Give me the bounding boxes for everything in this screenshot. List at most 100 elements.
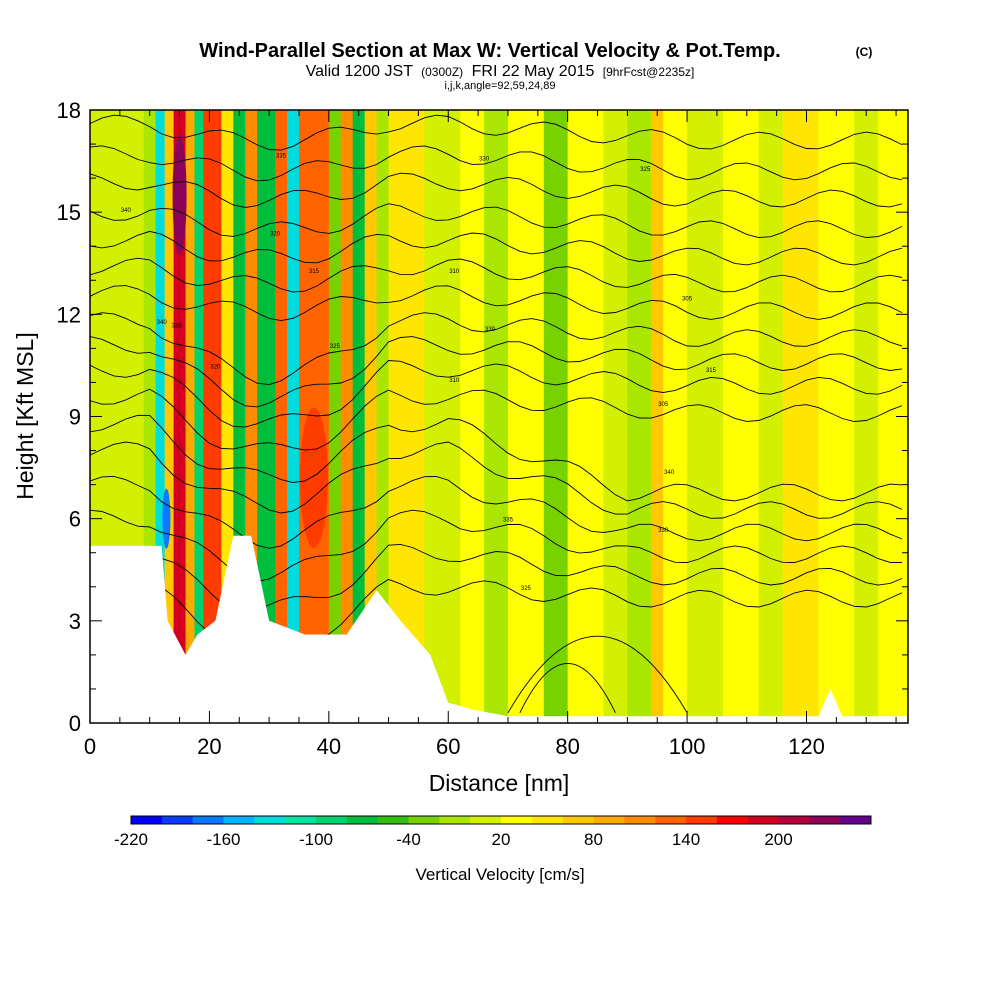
colorbar-swatch xyxy=(840,816,872,824)
velocity-band xyxy=(687,110,724,723)
velocity-band xyxy=(627,110,652,723)
y-tick-label: 6 xyxy=(69,507,81,532)
updraft-core xyxy=(299,407,328,548)
chart-title: Wind-Parallel Section at Max W: Vertical… xyxy=(199,40,780,62)
theta-contour xyxy=(90,441,903,519)
colorbar-tick-label: 80 xyxy=(584,830,603,849)
contour-label: 325 xyxy=(521,586,532,592)
x-tick-label: 0 xyxy=(84,734,96,759)
plot-area: 340 335 330 325 320 315 310 305 340 335 330 325 320 3… xyxy=(90,110,908,723)
velocity-band xyxy=(758,110,784,723)
y-tick-label: 0 xyxy=(69,711,81,736)
colorbar-swatch xyxy=(501,816,533,824)
colorbar-tick-label: -100 xyxy=(299,830,333,849)
contour-label: 325 xyxy=(330,344,341,350)
colorbar-swatch xyxy=(531,816,563,824)
velocity-band xyxy=(194,110,204,723)
velocity-band xyxy=(543,110,569,723)
colorbar-tick-label: 20 xyxy=(492,830,511,849)
velocity-band xyxy=(818,110,855,723)
colorbar-swatch xyxy=(778,816,810,824)
y-tick-label: 3 xyxy=(69,609,81,634)
theta-contour xyxy=(90,336,903,408)
contour-label: 325 xyxy=(640,167,651,173)
contour-label: 320 xyxy=(270,232,281,238)
colorbar-swatch xyxy=(593,816,625,824)
y-tick-label: 15 xyxy=(57,200,81,225)
contour-label: 330 xyxy=(479,157,490,163)
contour-label: 330 xyxy=(658,528,669,534)
colorbar-swatch xyxy=(408,816,440,824)
velocity-band xyxy=(340,110,354,723)
velocity-band xyxy=(155,110,166,723)
velocity-band xyxy=(376,110,390,723)
x-tick-label: 40 xyxy=(317,734,341,759)
y-axis: 0 3 6 9 12 15 18 xyxy=(57,98,908,736)
contour-label: 315 xyxy=(706,368,717,374)
grid-info: i,j,k,angle=92,59,24,89 xyxy=(444,80,555,92)
contour-label: 310 xyxy=(449,378,460,384)
chart-subtitle: Valid 1200 JST (0300Z) FRI 22 May 2015 [… xyxy=(306,63,695,80)
theta-contour xyxy=(90,285,903,322)
theta-contour xyxy=(90,145,903,182)
contour-label: 315 xyxy=(309,269,320,275)
colorbar-tick-label: 200 xyxy=(764,830,792,849)
colorbar xyxy=(130,815,872,825)
velocity-field xyxy=(90,110,908,723)
contour-label: 330 xyxy=(485,327,496,333)
contour-label: 340 xyxy=(121,208,132,214)
colorbar-swatch xyxy=(562,816,594,824)
colorbar-swatch xyxy=(809,816,841,824)
colorbar-frame xyxy=(130,815,872,825)
colorbar-swatch xyxy=(655,816,687,824)
colorbar-swatch xyxy=(377,816,409,824)
contour-label: 305 xyxy=(658,402,669,408)
colorbar-tick-label: -220 xyxy=(114,830,148,849)
y-tick-label: 9 xyxy=(69,405,81,430)
contour-label: 320 xyxy=(210,364,221,370)
colorbar-swatch xyxy=(254,816,286,824)
velocity-band xyxy=(275,110,288,723)
colorbar-title: Vertical Velocity [cm/s] xyxy=(415,865,584,884)
theta-contour xyxy=(90,312,903,386)
theta-contour xyxy=(90,414,903,502)
subtitle-valid: Valid 1200 JST xyxy=(306,63,414,80)
y-axis-label: Height [Kft MSL] xyxy=(12,332,38,499)
velocity-band xyxy=(352,110,366,723)
velocity-band xyxy=(460,110,485,723)
theta-contour xyxy=(90,203,903,238)
velocity-band xyxy=(663,110,688,723)
colorbar-tick-labels: -220 -160 -100 -40 20 80 140 200 xyxy=(114,830,793,849)
contour-labels: 340 335 330 325 320 315 310 305 340 335 330 325 320 3… xyxy=(121,153,717,592)
theta-contour xyxy=(90,360,903,428)
colorbar-swatch xyxy=(686,816,718,824)
theta-contour xyxy=(90,230,903,266)
subtitle-fcst: [9hrFcst@2235z] xyxy=(603,65,695,79)
y-tick-label: 18 xyxy=(57,98,81,123)
contour-label: 340 xyxy=(664,470,675,476)
colorbar-swatch xyxy=(131,816,163,824)
colorbar-swatch xyxy=(716,816,748,824)
colorbar-swatch xyxy=(316,816,348,824)
contour-label: 335 xyxy=(276,153,287,159)
x-tick-label: 120 xyxy=(788,734,825,759)
velocity-band xyxy=(722,110,760,723)
theta-contour xyxy=(90,172,903,208)
updraft-core xyxy=(172,135,187,256)
x-axis: 0 20 40 60 80 100 120 xyxy=(84,110,897,759)
colorbar-swatch xyxy=(346,816,378,824)
theta-contour xyxy=(90,475,903,549)
velocity-band xyxy=(364,110,378,723)
downdraft-core xyxy=(162,488,171,549)
x-tick-label: 80 xyxy=(555,734,579,759)
contour-label: 335 xyxy=(172,324,183,330)
colorbar-swatch xyxy=(439,816,471,824)
velocity-band xyxy=(173,110,187,723)
colorbar-swatch xyxy=(747,816,779,824)
potential-temperature-contours xyxy=(90,114,903,714)
velocity-band xyxy=(484,110,509,723)
velocity-band xyxy=(164,110,175,723)
colorbar-tick-label: -160 xyxy=(206,830,240,849)
theta-contour xyxy=(90,509,903,582)
